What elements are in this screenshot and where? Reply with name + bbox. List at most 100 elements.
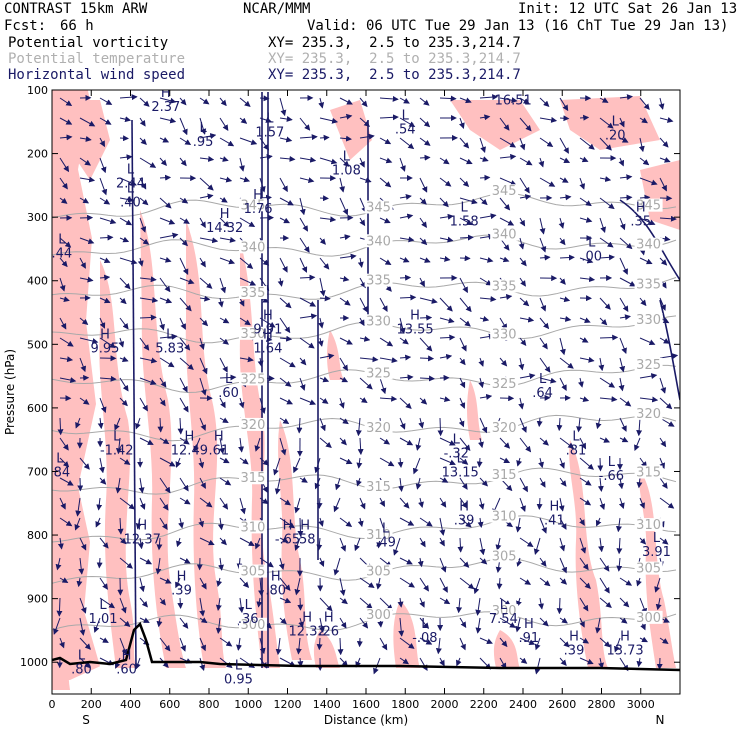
wind-vector — [659, 177, 667, 192]
wind-vector — [399, 157, 406, 172]
wind-vector — [179, 117, 188, 136]
wind-vector — [156, 617, 163, 628]
wind-vector — [579, 537, 587, 554]
wind-vector — [59, 277, 66, 292]
x-tick-label: 1000 — [234, 698, 262, 711]
wind-vector — [99, 537, 109, 549]
wind-vector — [139, 337, 150, 351]
wind-vector — [199, 237, 219, 244]
wind-vector — [419, 277, 425, 288]
wind-vector — [159, 137, 170, 143]
wind-vector — [319, 257, 330, 270]
wind-vector — [239, 137, 258, 145]
wind-vector — [659, 537, 669, 545]
wind-vector — [199, 417, 206, 431]
wind-vector — [539, 577, 551, 587]
wind-vector — [519, 117, 532, 132]
wind-vector — [219, 196, 228, 203]
wind-vector — [559, 357, 574, 369]
wind-vector — [179, 357, 194, 371]
wind-vector — [239, 497, 246, 515]
wind-vector — [379, 177, 392, 188]
extremum-value: 1.57 — [255, 126, 284, 141]
wind-vector — [559, 437, 575, 449]
isentrope-label-bg — [238, 198, 267, 212]
wind-vector — [139, 377, 157, 385]
wind-vector — [479, 213, 497, 220]
wind-vector — [656, 657, 663, 670]
wind-vector — [199, 177, 214, 191]
isentrope-label: 340 — [241, 240, 266, 255]
wind-vector — [496, 577, 503, 590]
wind-vector — [534, 657, 541, 675]
wind-vector — [458, 417, 465, 428]
wind-vector — [299, 156, 317, 163]
wind-vector — [99, 177, 108, 196]
wind-vector — [639, 157, 650, 166]
wind-vector — [79, 276, 94, 283]
isentrope-label: 315 — [366, 480, 391, 495]
wind-vector — [159, 377, 167, 388]
wind-vector — [299, 313, 318, 320]
wind-vector — [478, 437, 484, 449]
wind-vector — [297, 517, 304, 537]
wind-vector — [479, 637, 493, 644]
wind-vector — [459, 497, 468, 509]
wind-vector — [479, 537, 486, 556]
wind-vector — [539, 337, 548, 350]
y-tick-label: 600 — [27, 402, 48, 415]
wind-vector — [279, 597, 292, 604]
wind-vector — [319, 117, 339, 124]
wind-vector — [79, 617, 86, 636]
wind-vector — [139, 276, 157, 283]
wind-vector — [115, 437, 122, 455]
wind-vector — [119, 154, 133, 161]
wind-vector — [419, 337, 433, 352]
wind-vector — [339, 537, 347, 552]
wind-vector — [439, 317, 455, 324]
wind-vector — [199, 97, 210, 105]
wind-vector — [479, 114, 491, 121]
wind-vector — [199, 577, 207, 590]
wind-vector — [639, 636, 648, 643]
isentrope-label: 330 — [366, 314, 391, 329]
wind-vector — [79, 357, 87, 373]
wind-vector — [419, 397, 428, 405]
wind-vector — [217, 297, 224, 308]
pv-region — [467, 380, 482, 440]
isentrope-label: 335 — [636, 277, 661, 292]
wind-vector — [539, 254, 551, 261]
wind-vector — [198, 517, 205, 528]
wind-vector — [279, 357, 296, 368]
wind-vector — [639, 373, 658, 380]
wind-vector — [139, 137, 147, 146]
extremum-marker: L — [113, 429, 121, 444]
wind-vector — [139, 197, 149, 206]
wind-vector — [59, 377, 77, 383]
isentrope-label-bg — [634, 406, 663, 420]
extremum-marker: L — [608, 455, 616, 470]
wind-vector — [599, 577, 610, 594]
isentrope-label-bg — [238, 417, 267, 431]
wind-vector — [499, 657, 507, 670]
wind-vector — [499, 177, 517, 186]
wind-vector — [99, 197, 111, 205]
wind-vector — [618, 377, 625, 392]
wind-vector — [319, 195, 329, 202]
wind-vector — [519, 657, 528, 664]
isentrope-label: 300 — [241, 618, 266, 633]
wind-vector — [319, 376, 330, 383]
wind-vector — [359, 297, 368, 313]
wind-vector — [199, 477, 206, 489]
wind-vector — [119, 356, 129, 362]
isentrope-label-bg — [238, 471, 267, 485]
wind-vector — [299, 397, 317, 406]
wind-vector — [599, 637, 611, 648]
wind-vector — [239, 537, 255, 546]
wind-vector — [59, 356, 74, 363]
isentrope-label: 335 — [366, 274, 391, 289]
wind-vector — [159, 357, 175, 368]
wind-vector — [295, 637, 302, 655]
wind-vector — [419, 657, 428, 671]
wind-vector — [399, 637, 415, 649]
